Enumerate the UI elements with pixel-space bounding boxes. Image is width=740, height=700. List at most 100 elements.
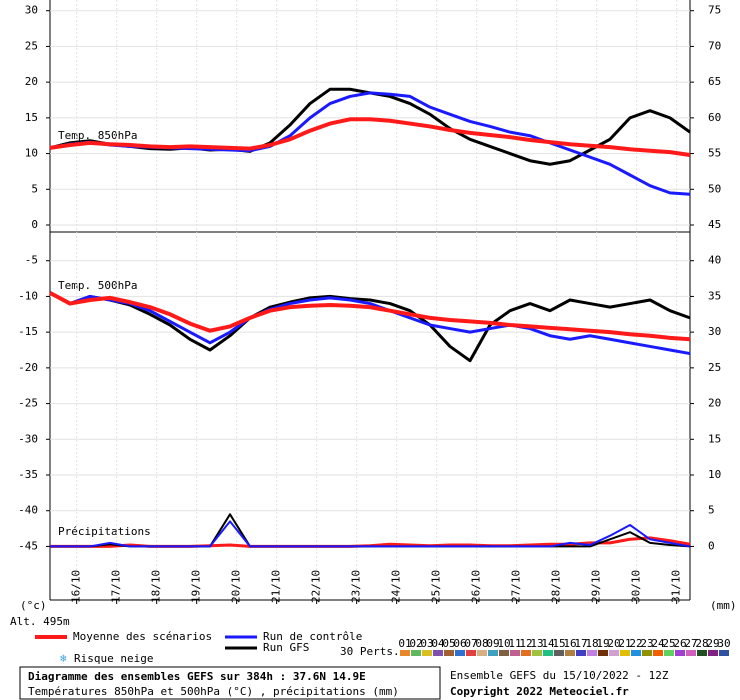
perturbation-label: 19 [596, 637, 609, 650]
y2-tick-label: 25 [708, 361, 721, 374]
perturbation-title: 30 Perts. [340, 645, 400, 658]
perturbation-swatch [642, 650, 652, 656]
perturbation-label: 14 [541, 637, 555, 650]
perturbation-label: 13 [530, 637, 543, 650]
perturbation-label: 23 [640, 637, 653, 650]
perturbation-swatch [532, 650, 542, 656]
x-tick-label: 24/10 [390, 570, 403, 603]
perturbation-label: 22 [629, 637, 642, 650]
y2-tick-label: 20 [708, 397, 721, 410]
panel-label: Précipitations [58, 525, 151, 538]
perturbation-swatch [488, 650, 498, 656]
y-tick-label: 10 [25, 147, 38, 160]
series-line [50, 520, 691, 548]
perturbation-label: 01 [398, 637, 411, 650]
perturbation-swatch [521, 650, 531, 656]
perturbation-swatch [697, 650, 707, 656]
perturbation-swatch [609, 650, 619, 656]
x-tick-label: 16/10 [70, 570, 83, 603]
perturbation-swatch [444, 650, 454, 656]
perturbation-label: 27 [684, 637, 697, 650]
copyright: Copyright 2022 Meteociel.fr [450, 685, 629, 698]
y-tick-label: 5 [31, 182, 38, 195]
perturbation-label: 11 [508, 637, 521, 650]
perturbation-swatch [400, 650, 410, 656]
perturbation-label: 29 [706, 637, 719, 650]
y-tick-label: -25 [18, 397, 38, 410]
x-tick-label: 19/10 [190, 570, 203, 603]
perturbation-swatch [675, 650, 685, 656]
y2-tick-label: 45 [708, 218, 721, 231]
y-tick-label: -30 [18, 432, 38, 445]
perturbation-label: 16 [563, 637, 576, 650]
info-box [19, 666, 441, 700]
x-tick-label: 18/10 [150, 570, 163, 603]
y2-tick-label: 70 [708, 39, 721, 52]
perturbation-label: 15 [552, 637, 565, 650]
perturbation-label: 30 [717, 637, 730, 650]
y-tick-label: 30 [25, 4, 38, 17]
info-title: Diagramme des ensembles GEFS sur 384h : … [28, 670, 366, 683]
perturbation-swatch [719, 650, 729, 656]
y2-tick-label: 35 [708, 289, 721, 302]
legend-label: Moyenne des scénarios [73, 630, 212, 643]
x-tick-label: 29/10 [590, 570, 603, 603]
y-unit: (°c) [20, 599, 47, 612]
perturbation-label: 26 [673, 637, 686, 650]
perturbation-label: 24 [651, 637, 665, 650]
x-tick-label: 28/10 [550, 570, 563, 603]
perturbation-label: 07 [464, 637, 477, 650]
perturbation-swatch [598, 650, 608, 656]
snow-icon: ❄ [60, 652, 67, 665]
y-tick-label: -15 [18, 325, 38, 338]
perturbation-swatch [510, 650, 520, 656]
perturbation-swatch [466, 650, 476, 656]
series-line [49, 291, 691, 363]
perturbation-label: 02 [409, 637, 422, 650]
perturbation-swatch [631, 650, 641, 656]
x-tick-label: 17/10 [110, 570, 123, 603]
perturbation-label: 20 [607, 637, 620, 650]
y2-tick-label: 30 [708, 325, 721, 338]
perturbation-label: 06 [453, 637, 466, 650]
legend-label: Run GFS [263, 641, 309, 654]
perturbation-label: 18 [585, 637, 598, 650]
panel-label: Temp. 850hPa [58, 129, 137, 142]
y-tick-label: 0 [31, 218, 38, 231]
x-tick-label: 20/10 [230, 570, 243, 603]
perturbation-swatch [576, 650, 586, 656]
y-tick-label: -40 [18, 504, 38, 517]
info-subtitle: Températures 850hPa et 500hPa (°C) , pré… [28, 685, 399, 698]
x-tick-label: 30/10 [630, 570, 643, 603]
altitude: Alt. 495m [10, 615, 70, 628]
perturbation-label: 17 [574, 637, 587, 650]
series-line [49, 117, 691, 157]
perturbation-label: 04 [431, 637, 445, 650]
y2-unit: (mm) [710, 599, 737, 612]
x-tick-label: 26/10 [470, 570, 483, 603]
y2-tick-label: 15 [708, 432, 721, 445]
y-tick-label: -5 [25, 254, 38, 267]
perturbation-swatch [477, 650, 487, 656]
perturbation-swatch [411, 650, 421, 656]
snow-label: Risque neige [74, 652, 153, 665]
x-tick-label: 25/10 [430, 570, 443, 603]
x-tick-label: 31/10 [670, 570, 683, 603]
y2-tick-label: 50 [708, 182, 721, 195]
y-tick-label: -35 [18, 468, 38, 481]
x-tick-label: 23/10 [350, 570, 363, 603]
perturbation-label: 09 [486, 637, 499, 650]
perturbation-label: 03 [420, 637, 433, 650]
perturbation-swatch [686, 650, 696, 656]
perturbation-swatch [708, 650, 718, 656]
perturbation-swatch [664, 650, 674, 656]
y-tick-label: 25 [25, 39, 38, 52]
perturbation-swatch [653, 650, 663, 656]
perturbation-swatch [499, 650, 509, 656]
y-tick-label: -20 [18, 361, 38, 374]
perturbation-label: 21 [618, 637, 631, 650]
y-tick-label: 15 [25, 111, 38, 124]
x-tick-label: 22/10 [310, 570, 323, 603]
